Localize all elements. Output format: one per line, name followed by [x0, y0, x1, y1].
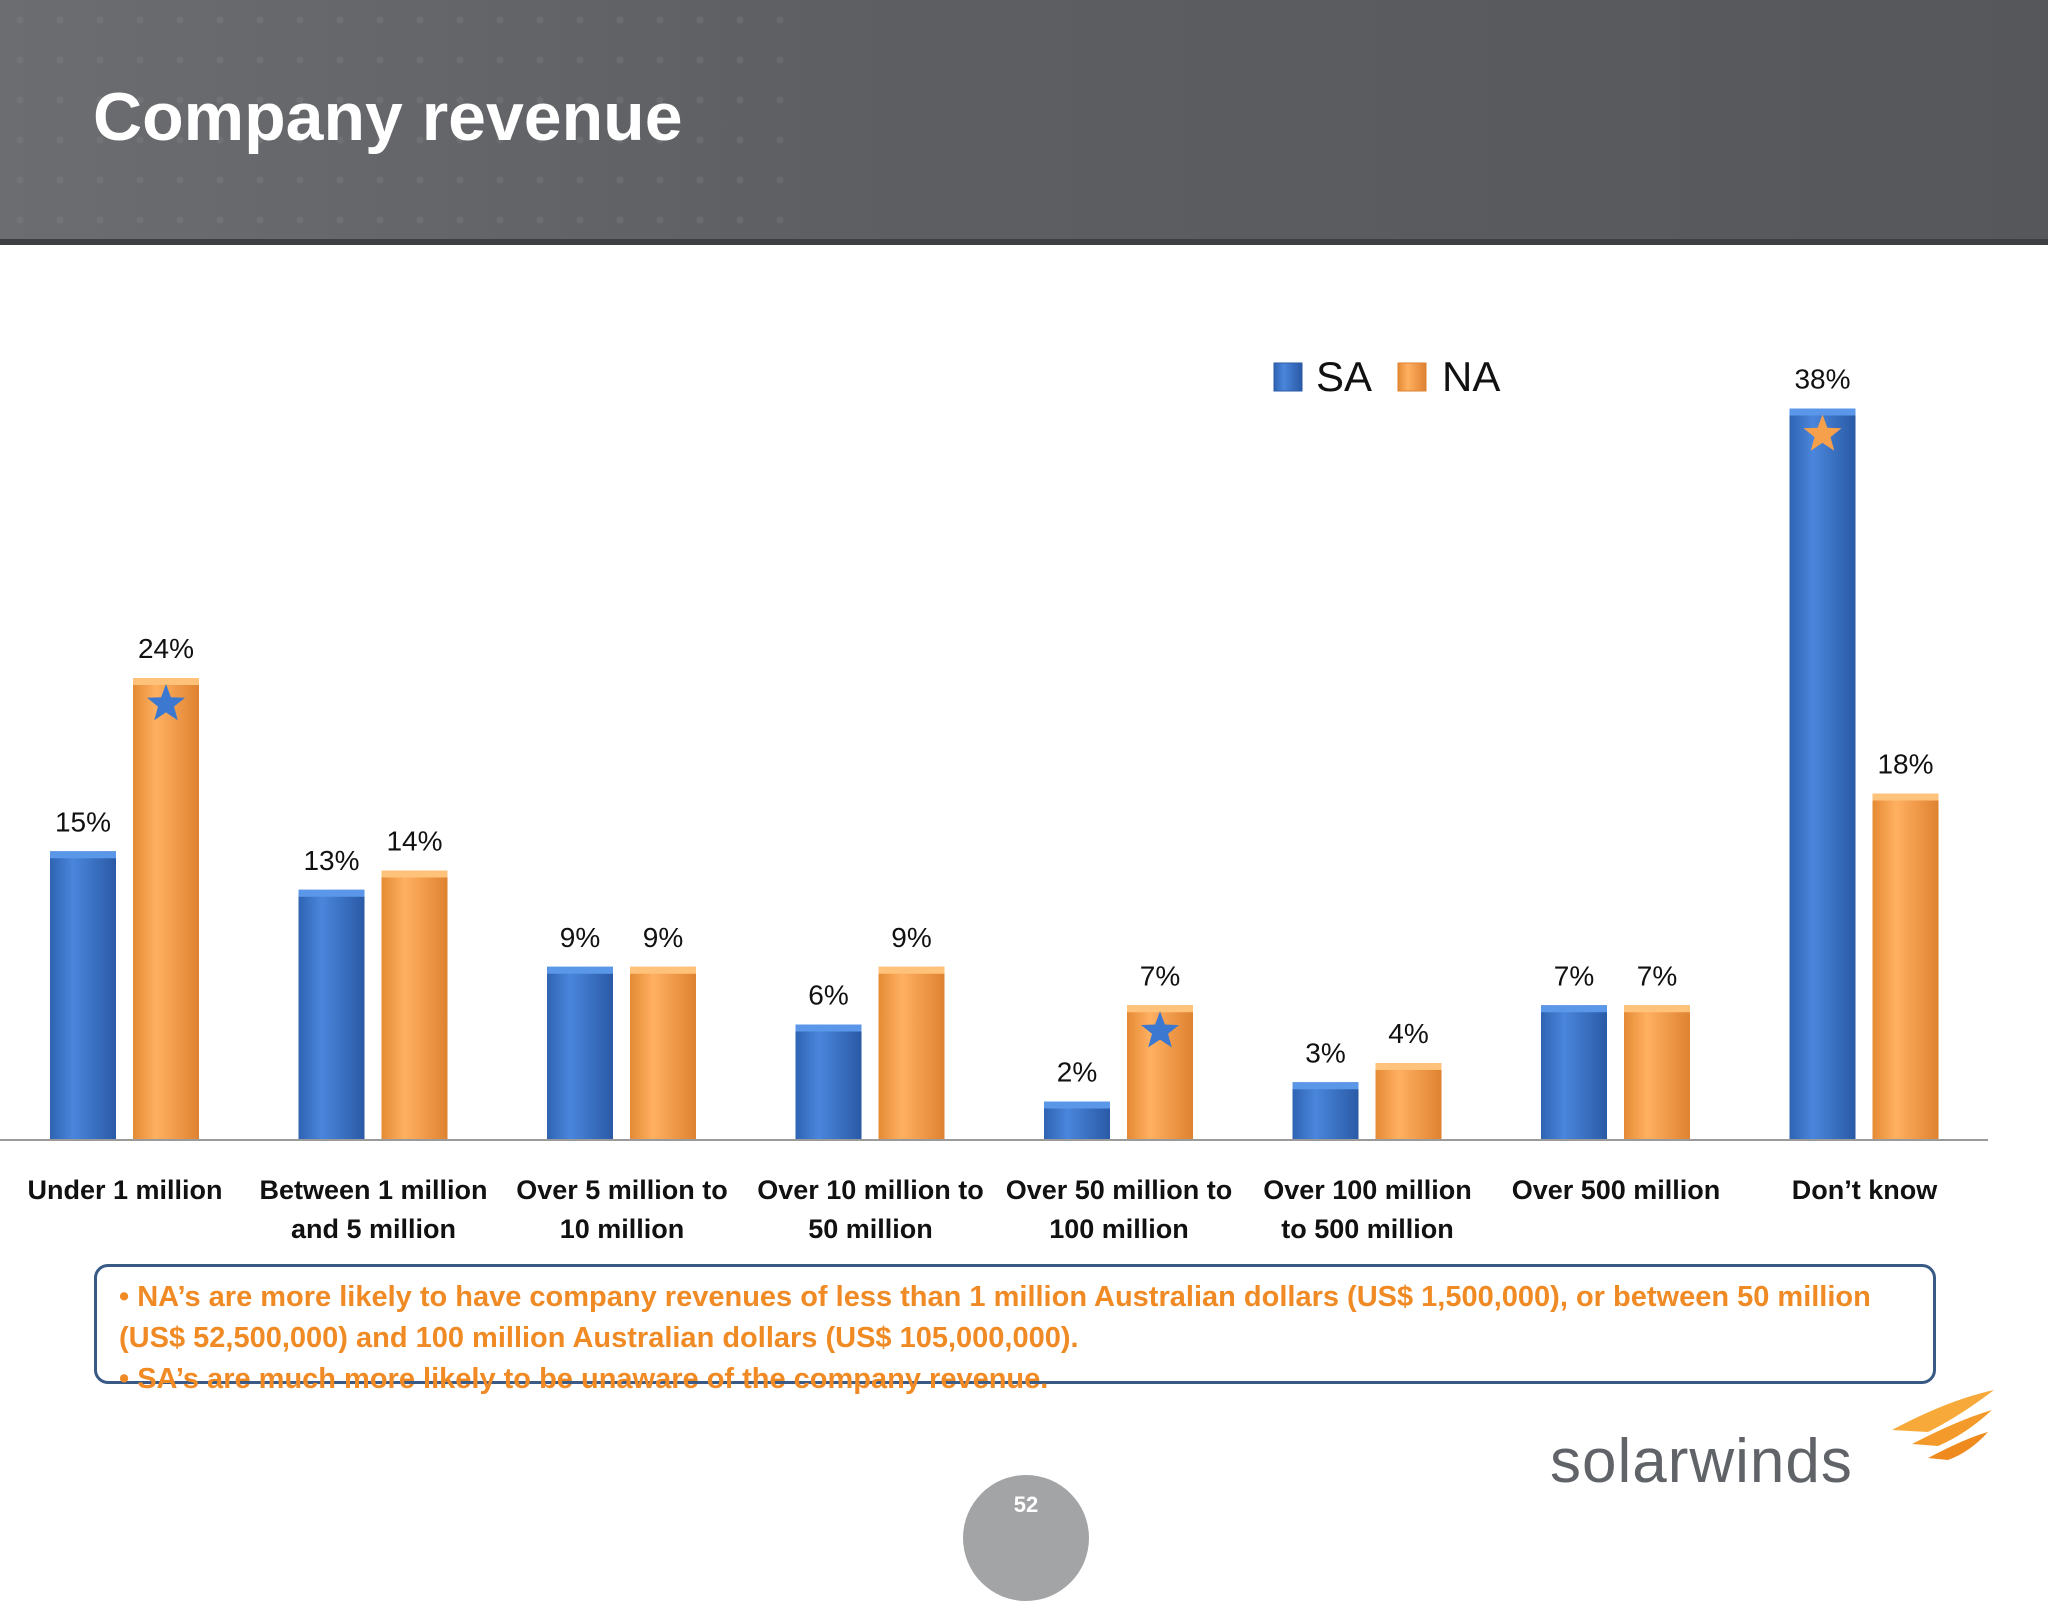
bar-cap-na-3 [878, 966, 945, 974]
insight-note-box: • NA’s are more likely to have company r… [94, 1264, 1936, 1395]
data-label-sa-4: 2% [1057, 1057, 1097, 1088]
data-label-sa-5: 3% [1305, 1037, 1345, 1068]
header-pattern [0, 0, 800, 245]
bar-sa-1 [298, 889, 365, 1140]
bar-cap-na-7 [1872, 793, 1939, 801]
bar-cap-sa-6 [1541, 1005, 1607, 1013]
bar-group: 15% 24% 13% 14% 9% 9% 6% 9% 2% 7% 3% 4% 7% 7% 38% 18% [50, 364, 1939, 1140]
bar-na-3 [878, 966, 945, 1140]
bar-sa-2 [547, 966, 613, 1140]
x-tick-label-4: Over 50 million to 100 million [1006, 1175, 1233, 1244]
bar-cap-na-4 [1127, 1005, 1193, 1013]
data-label-sa-2: 9% [560, 922, 600, 953]
x-tick-label-3: Over 10 million to 50 million [757, 1175, 984, 1244]
bar-na-0 [133, 678, 199, 1140]
bar-na-2 [630, 966, 696, 1140]
logo-wordmark: solarwinds [1550, 1427, 1853, 1496]
page-number: 52 [1013, 1492, 1039, 1517]
insight-note-1: • NA’s are more likely to have company r… [119, 1281, 1871, 1354]
x-tick-label-6: Over 500 million [1512, 1175, 1721, 1205]
x-tick-label-1: Between 1 million and 5 million [259, 1175, 487, 1244]
bar-na-6 [1624, 1005, 1690, 1140]
data-label-sa-3: 6% [808, 980, 848, 1011]
bar-cap-sa-2 [547, 966, 613, 974]
bar-sa-5 [1292, 1082, 1359, 1140]
data-label-sa-0: 15% [55, 806, 111, 837]
bar-na-5 [1375, 1063, 1442, 1140]
bar-cap-sa-5 [1292, 1082, 1359, 1090]
x-tick-label-2: Over 5 million to 10 million [516, 1175, 728, 1244]
data-label-na-4: 7% [1140, 960, 1180, 991]
insight-note-2: • SA’s are much more likely to be unawar… [119, 1363, 1049, 1395]
data-label-sa-1: 13% [303, 845, 359, 876]
bar-cap-na-5 [1375, 1063, 1442, 1070]
data-label-na-1: 14% [386, 826, 442, 857]
bar-cap-sa-7 [1789, 408, 1856, 416]
bar-cap-sa-1 [298, 889, 365, 897]
legend: SA NA [1273, 353, 1500, 400]
star-icon-2 [1803, 414, 1842, 451]
data-label-na-5: 4% [1388, 1018, 1428, 1049]
bar-cap-na-6 [1624, 1005, 1690, 1013]
data-label-na-0: 24% [138, 633, 194, 664]
bar-cap-sa-0 [50, 851, 116, 859]
logo-flame-icon [1892, 1390, 1994, 1460]
bar-sa-3 [795, 1024, 862, 1140]
x-tick-label-5: Over 100 million to 500 million [1263, 1175, 1472, 1244]
x-tick-label-0: Under 1 million [27, 1175, 222, 1205]
slide-title: Company revenue [93, 79, 683, 155]
legend-swatch-sa [1273, 362, 1303, 392]
legend-label-sa: SA [1316, 353, 1372, 400]
bar-cap-na-2 [630, 966, 696, 974]
revenue-bar-chart: 15% 24% 13% 14% 9% 9% 6% 9% 2% 7% 3% 4% 7% 7% 38% 18% U… [0, 353, 1988, 1244]
bar-sa-7 [1789, 408, 1856, 1140]
solarwinds-logo: solarwinds [1550, 1390, 1994, 1500]
bar-cap-na-0 [133, 678, 199, 685]
bar-cap-sa-3 [795, 1024, 862, 1032]
legend-label-na: NA [1442, 353, 1500, 400]
bar-na-7 [1872, 793, 1939, 1140]
data-label-sa-6: 7% [1554, 960, 1594, 991]
bar-sa-0 [50, 851, 116, 1140]
bar-na-1 [381, 870, 448, 1140]
slide-header [0, 0, 2048, 245]
x-tick-label-7: Don’t know [1792, 1175, 1938, 1205]
data-label-sa-7: 38% [1794, 364, 1850, 395]
x-axis-labels: Under 1 million Between 1 million and 5 mi… [27, 1175, 1938, 1244]
bar-cap-sa-4 [1044, 1101, 1110, 1109]
legend-swatch-na [1397, 362, 1427, 392]
data-label-na-7: 18% [1877, 749, 1933, 780]
data-label-na-3: 9% [891, 922, 931, 953]
star-icon-1 [1141, 1011, 1179, 1048]
data-label-na-2: 9% [643, 922, 683, 953]
header-shadow [0, 239, 2048, 245]
bar-cap-na-1 [381, 870, 448, 878]
star-icon-0 [147, 684, 185, 721]
bar-sa-6 [1541, 1005, 1607, 1140]
data-label-na-6: 7% [1637, 960, 1677, 991]
